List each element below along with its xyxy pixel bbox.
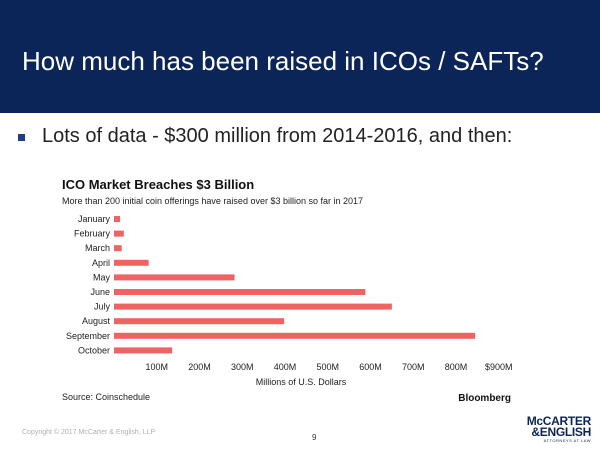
bar-july (114, 303, 392, 310)
x-tick-label: 300M (231, 362, 254, 372)
slide-header: How much has been raised in ICOs / SAFTs… (0, 0, 600, 113)
bar-june (114, 289, 366, 295)
logo-subtitle: ATTORNEYS AT LAW (543, 438, 591, 443)
bar-may (114, 274, 235, 281)
x-tick-label: 200M (188, 362, 211, 372)
x-tick-label: 800M (445, 362, 468, 372)
bullet-square-icon (18, 134, 25, 141)
bar-february (114, 230, 124, 237)
category-label: May (93, 272, 111, 282)
chart-title: ICO Market Breaches $3 Billion (62, 177, 254, 192)
logo-line-1: McCARTER (526, 414, 592, 428)
category-label: June (90, 287, 110, 297)
chart-source: Source: Coinschedule (62, 392, 150, 402)
bar-march (114, 245, 122, 252)
category-label: March (85, 243, 110, 253)
bullet-text: Lots of data - $300 million from 2014-20… (42, 125, 513, 147)
bloomberg-brand: Bloomberg (458, 393, 511, 404)
mccarter-english-logo: McCARTER &ENGLISH ATTORNEYS AT LAW (521, 414, 592, 443)
x-tick-label: 400M (274, 362, 297, 372)
bar-april (114, 259, 149, 266)
bar-august (114, 318, 285, 325)
category-label: July (94, 302, 111, 312)
category-label: April (92, 258, 110, 268)
copyright-text: Copyright © 2017 McCarter & English, LLP (22, 429, 156, 436)
bar-january (114, 216, 120, 222)
category-label: September (66, 331, 110, 341)
slide-title: How much has been raised in ICOs / SAFTs… (22, 46, 544, 76)
category-label: October (78, 345, 110, 355)
x-axis-label: Millions of U.S. Dollars (256, 377, 347, 387)
x-tick-label: 100M (145, 362, 168, 372)
bar-october (114, 347, 173, 354)
category-label: February (74, 229, 111, 239)
x-tick-label: 700M (402, 362, 425, 372)
x-tick-label: 500M (316, 362, 339, 372)
category-label: August (82, 316, 111, 326)
page-number: 9 (312, 433, 317, 442)
category-label: January (78, 214, 111, 224)
bar-september (114, 332, 476, 339)
x-tick-label: $900M (485, 362, 513, 372)
logo-line-2: &ENGLISH (531, 425, 591, 439)
chart-subtitle: More than 200 initial coin offerings hav… (62, 196, 363, 206)
x-tick-label: 600M (359, 362, 382, 372)
